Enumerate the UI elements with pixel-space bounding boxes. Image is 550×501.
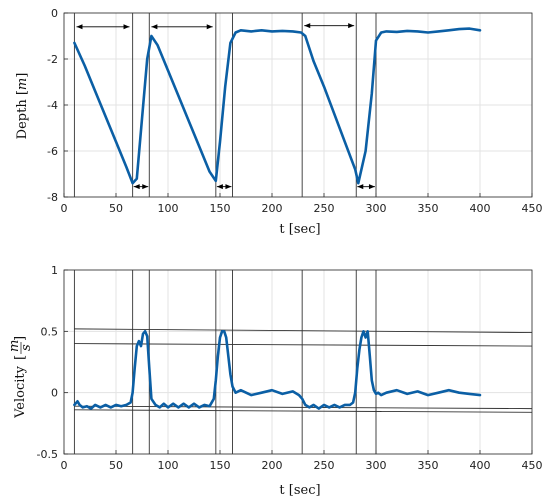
depth-ylabel: Depth [m] — [15, 73, 30, 140]
reference-line — [74, 328, 533, 334]
x-tick-label: 300 — [366, 459, 387, 472]
x-tick-label: 450 — [522, 459, 543, 472]
x-tick-label: 0 — [61, 202, 68, 215]
y-tick-label: 0 — [51, 387, 58, 400]
interval-arrow — [304, 23, 355, 29]
x-tick-label: 400 — [470, 459, 491, 472]
x-tick-label: 250 — [314, 202, 335, 215]
y-tick-label: -0.5 — [37, 448, 58, 461]
velocity-plot: 0 50 100 150 200 250 300 350 400 450-0.500.51 — [37, 264, 543, 472]
depth-xlabel: t [sec] — [279, 222, 320, 237]
interval-arrow — [76, 24, 130, 30]
x-tick-label: 250 — [314, 459, 335, 472]
y-tick-label: 0.5 — [41, 325, 59, 338]
velocity-ylabel-den: s — [19, 344, 34, 351]
interval-arrow — [216, 184, 232, 190]
x-tick-label: 100 — [158, 202, 179, 215]
x-tick-label: 350 — [418, 202, 439, 215]
x-tick-label: 150 — [210, 459, 231, 472]
interval-arrow — [151, 24, 213, 30]
y-tick-label: 0 — [51, 7, 58, 20]
svg-text:[: [ — [13, 355, 28, 360]
y-tick-label: -2 — [47, 53, 58, 66]
svg-text:Depth [m]: Depth [m] — [15, 73, 30, 140]
reference-line — [74, 409, 533, 413]
data-series-line — [73, 27, 482, 185]
x-tick-label: 300 — [366, 202, 387, 215]
x-tick-label: 350 — [418, 459, 439, 472]
x-tick-label: 200 — [262, 202, 283, 215]
reference-line — [74, 405, 533, 410]
interval-arrow — [133, 184, 149, 190]
data-series-line — [73, 329, 482, 410]
plot-frame — [63, 269, 533, 455]
x-tick-label: 400 — [470, 202, 491, 215]
reference-line — [74, 343, 533, 347]
x-tick-label: 200 — [262, 459, 283, 472]
x-tick-label: 450 — [522, 202, 543, 215]
x-tick-label: 150 — [210, 202, 231, 215]
depth-ylabel-unit: m — [15, 78, 30, 90]
depth-ylabel-name: Depth — [15, 99, 30, 140]
velocity-ylabel-name: Velocity — [13, 365, 28, 419]
interval-arrow — [357, 184, 375, 190]
y-tick-label: -6 — [47, 145, 58, 158]
x-tick-label: 100 — [158, 459, 179, 472]
y-tick-label: 1 — [51, 264, 58, 277]
velocity-xlabel: t [sec] — [279, 483, 320, 498]
velocity-ylabel-num: m — [7, 340, 22, 352]
x-tick-label: 0 — [61, 459, 68, 472]
svg-text:]: ] — [13, 336, 28, 341]
x-tick-label: 50 — [109, 459, 123, 472]
y-tick-label: -8 — [47, 191, 58, 204]
velocity-ylabel: Velocity [ m s ] — [7, 336, 34, 419]
y-tick-label: -4 — [47, 99, 58, 112]
depth-plot: 0 50 100 150 200 250 300 350 400 450 -8 -6 -4 -2 0 — [47, 7, 542, 215]
x-tick-label: 50 — [109, 202, 123, 215]
